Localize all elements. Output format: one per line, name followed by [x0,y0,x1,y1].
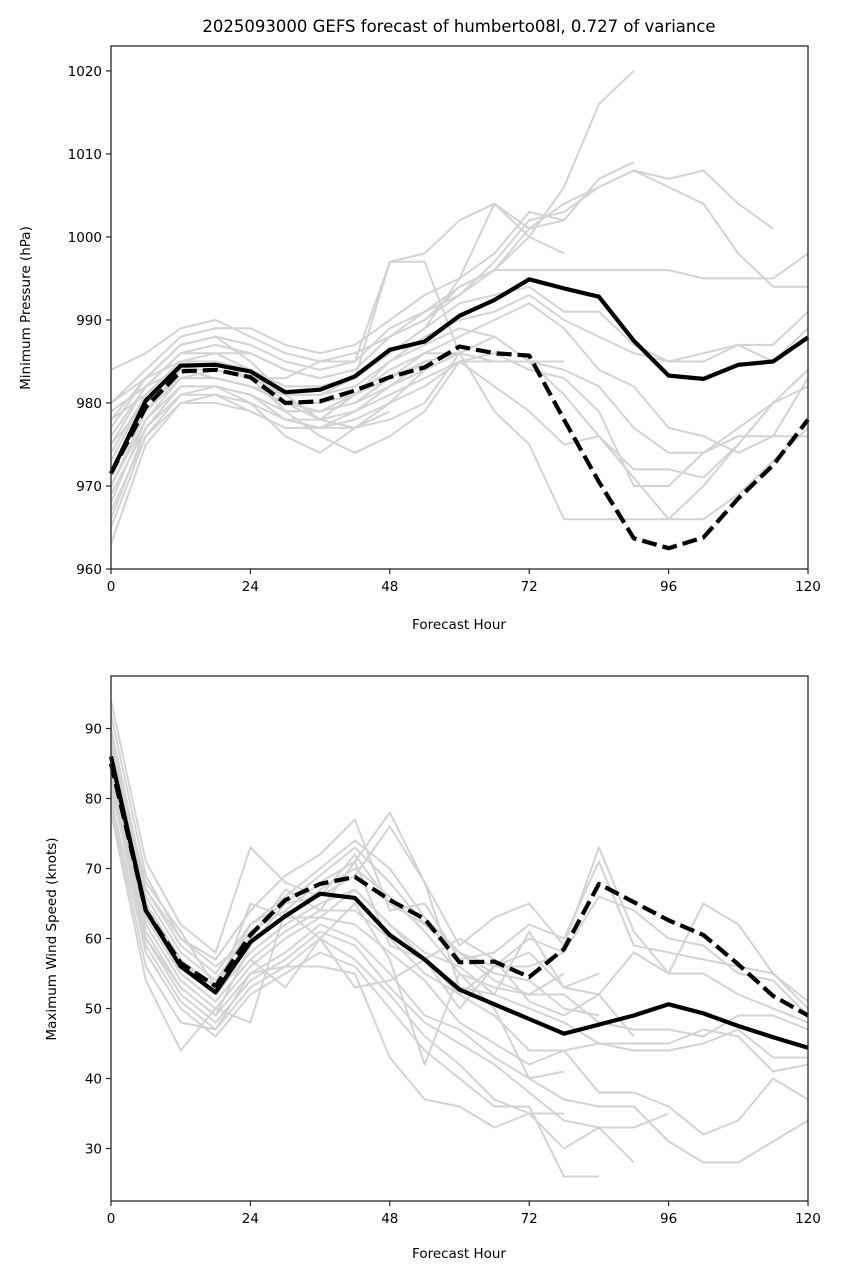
wind-y-axis-label: Maximum Wind Speed (knots) [44,837,60,1040]
wind-ensemble-member-12 [110,798,599,1178]
wind-dashed-black-line [108,763,810,1018]
pressure-y-tick-label: 1020 [68,64,102,80]
wind-ensemble-member-10 [110,777,669,1129]
pressure-solid-black-line [109,277,810,475]
pressure-ensemble-member-7 [110,294,809,487]
chart-title: 2025093000 GEFS forecast of humberto08l,… [202,17,715,36]
pressure-x-tick-label: 24 [242,579,259,595]
pressure-ensemble-member-14 [110,352,564,454]
wind-ensemble-member-18 [110,749,600,1017]
wind-y-tick-label: 70 [85,862,102,878]
wind-ensemble-member-4 [110,735,809,1024]
wind-y-tick-label: 60 [85,932,102,948]
pressure-y-tick-label: 970 [76,479,102,495]
wind-x-tick-label: 120 [795,1211,821,1227]
wind-y-tick-label: 40 [85,1072,102,1088]
pressure-ensemble-member-17 [110,352,460,487]
pressure-ensemble-lines [110,70,809,545]
wind-x-tick-label: 96 [660,1211,677,1227]
pressure-ensemble-member-19 [110,393,391,512]
wind-ensemble-member-6 [110,749,808,1059]
pressure-axes-frame [110,45,809,570]
pressure-panel: 0 24 48 72 96 120 960 970 980 990 1000 1010 1020 202… [18,17,821,633]
wind-x-tick-label: 0 [107,1211,116,1227]
pressure-ensemble-member-13 [110,327,809,521]
wind-ensemble-member-2 [110,714,809,1010]
pressure-y-tick-label: 960 [76,562,102,578]
pressure-y-axis-label: Minimum Pressure (hPa) [18,226,34,390]
pressure-y-tick-label: 1010 [68,147,102,163]
pressure-ticks: 0 24 48 72 96 120 960 970 980 990 1000 1010 1020 [68,64,821,595]
wind-x-tick-label: 48 [381,1211,398,1227]
wind-y-tick-label: 50 [85,1002,102,1018]
wind-ensemble-lines [110,700,809,1178]
wind-ensemble-member-7 [110,756,809,1073]
pressure-x-tick-label: 0 [107,579,116,595]
wind-y-tick-label: 90 [85,722,102,738]
pressure-ensemble-member-1 [110,70,635,371]
wind-ensemble-member-17 [110,756,600,1010]
pressure-y-tick-label: 980 [76,396,102,412]
wind-ensemble-member-19 [110,770,565,1017]
pressure-ensemble-member-22 [110,202,565,404]
wind-x-tick-label: 72 [521,1211,538,1227]
pressure-y-tick-label: 1000 [68,230,102,246]
pressure-x-axis-label: Forecast Hour [412,617,506,633]
pressure-ensemble-member-20 [110,260,461,446]
pressure-x-tick-label: 48 [381,579,398,595]
wind-y-tick-label: 80 [85,792,102,808]
pressure-x-tick-label: 72 [521,579,538,595]
pressure-y-tick-label: 990 [76,313,102,329]
wind-ensemble-member-11 [110,784,635,1164]
wind-ticks: 0 24 48 72 96 120 30 40 50 60 70 80 90 [85,722,821,1228]
wind-ensemble-member-14 [110,812,565,1080]
wind-ensemble-member-8 [110,763,809,1136]
pressure-ensemble-member-16 [110,352,460,470]
pressure-ensemble-member-4 [110,169,808,446]
pressure-x-tick-label: 96 [660,579,677,595]
wind-x-axis-label: Forecast Hour [412,1246,506,1262]
wind-y-tick-label: 30 [85,1142,102,1158]
pressure-main-lines [109,277,810,551]
wind-panel: 0 24 48 72 96 120 30 40 50 60 70 80 90 Forecast Hour… [44,675,821,1262]
wind-ensemble-member-13 [110,805,564,1129]
pressure-ensemble-member-5 [110,252,809,462]
wind-ensemble-member-1 [110,700,809,1003]
wind-x-tick-label: 24 [242,1211,259,1227]
wind-solid-black-line [108,756,809,1050]
pressure-x-tick-label: 120 [795,579,821,595]
wind-main-lines [108,756,810,1050]
wind-ensemble-member-15 [110,791,635,1038]
wind-ensemble-member-9 [110,770,809,1164]
pressure-dashed-black-line [109,344,810,551]
